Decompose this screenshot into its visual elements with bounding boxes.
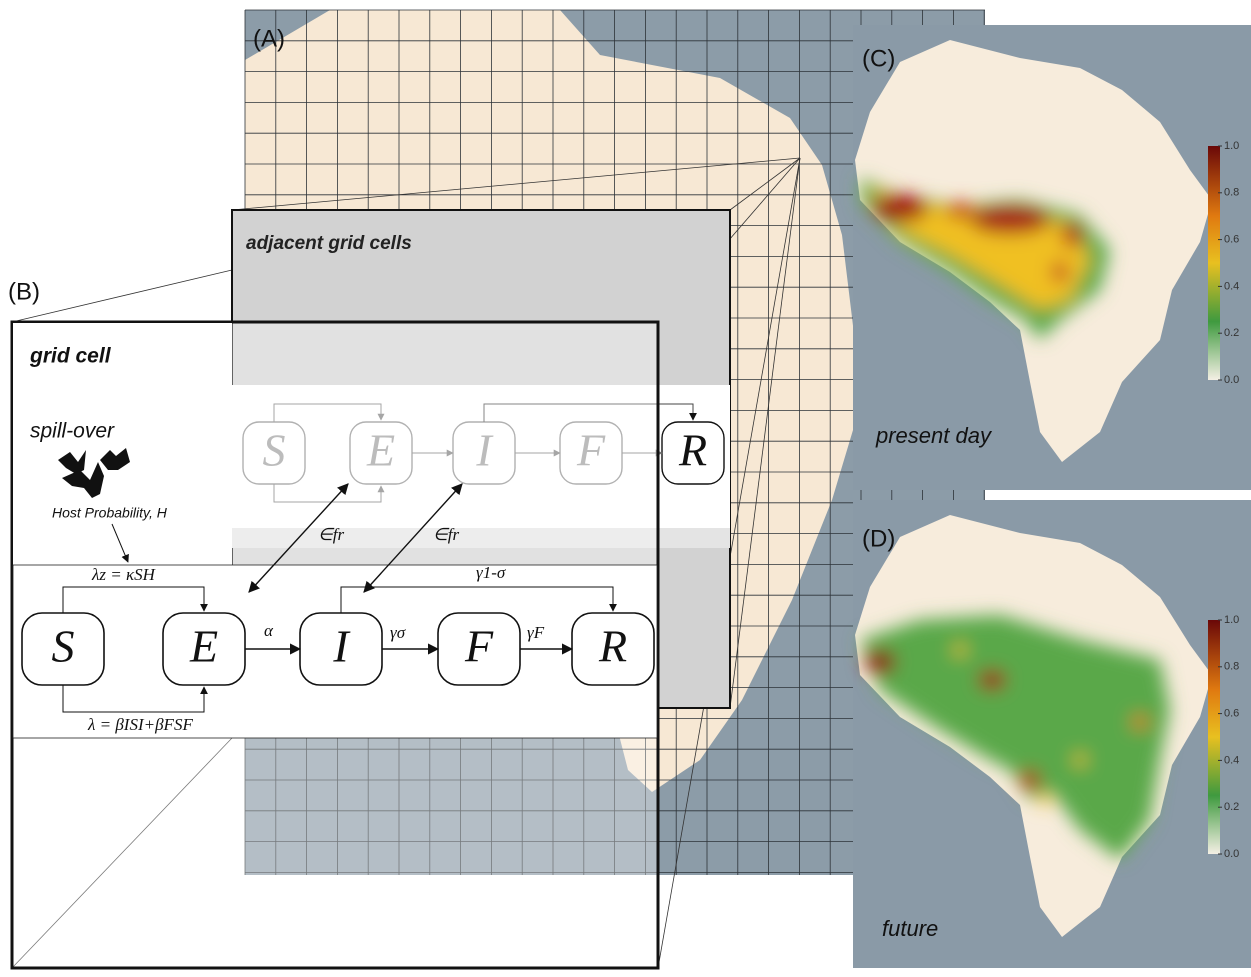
panel-label: (C) — [862, 45, 895, 72]
panel-c: 1.0 0.8 0.6 0.4 0.2 0.0 present day (C) — [853, 25, 1251, 490]
compartment-label: E — [189, 621, 218, 672]
colorbar-label: 0.8 — [1224, 187, 1239, 199]
box-title: grid cell — [29, 345, 112, 368]
colorbar-label: 0.2 — [1224, 327, 1239, 339]
compartment-label: F — [464, 621, 494, 672]
colorbar-label: 0.4 — [1224, 280, 1239, 292]
panel-d: 1.0 0.8 0.6 0.4 0.2 0.0 future (D) — [853, 500, 1251, 968]
colorbar-label: 0.6 — [1224, 234, 1239, 246]
compartment-label: S — [52, 621, 75, 672]
colorbar-label: 0.4 — [1224, 754, 1239, 766]
colorbar-label: 0.0 — [1224, 374, 1239, 386]
colorbar-label: 0.6 — [1224, 708, 1239, 720]
panel-label: (D) — [862, 525, 895, 552]
rate-label: ∈fr — [433, 525, 460, 544]
caption: present day — [875, 423, 993, 448]
rate-label: γF — [527, 623, 545, 642]
box-title: adjacent grid cells — [246, 233, 412, 254]
colorbar-label: 0.2 — [1224, 801, 1239, 813]
colorbar-label: 0.8 — [1224, 661, 1239, 673]
rate-label: λ = βISI+βFSF — [87, 715, 193, 734]
rate-label: γσ — [390, 623, 406, 642]
panel-label: (B) — [8, 278, 40, 305]
rate-label: γ1-σ — [476, 563, 506, 582]
rate-label: ∈fr — [318, 525, 345, 544]
spillover-label: spill-over — [30, 420, 115, 443]
compartment-label: R — [598, 621, 627, 672]
colorbar — [1208, 146, 1220, 380]
colorbar-label: 1.0 — [1224, 614, 1239, 626]
colorbar-label: 1.0 — [1224, 140, 1239, 152]
rate-label: α — [264, 621, 274, 640]
host-probability: Host Probability, H — [52, 505, 168, 521]
compartment-label: I — [332, 621, 351, 672]
compartment-label: R — [678, 425, 707, 476]
colorbar-label: 0.0 — [1224, 848, 1239, 860]
panel-label: (A) — [253, 25, 285, 52]
figure: (A) 1.0 0.8 0.6 0.4 0.2 0.0 present day (C) 1… — [0, 0, 1251, 972]
rate-label: λz = κSH — [91, 565, 157, 584]
caption: future — [882, 916, 938, 941]
colorbar — [1208, 620, 1220, 854]
